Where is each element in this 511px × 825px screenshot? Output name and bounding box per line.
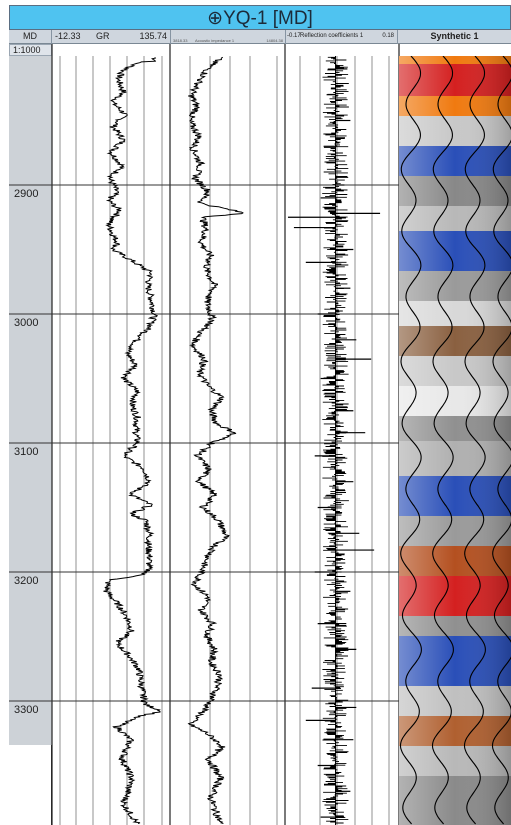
seismic-wiggle-trace [463,56,486,825]
seismic-wiggle-trace [399,56,422,825]
seismic-wiggle-trace [491,56,511,825]
gr-max-label: 135.74 [139,31,167,41]
seismic-wiggles [399,56,511,825]
rc-track-header[interactable]: -0.17 Reflection coefficients 1 0.18 [286,30,398,44]
rc-min-label: -0.17 [287,33,301,39]
well-title: ⊕YQ-1 [MD] [207,8,313,29]
md-header: MD [9,30,52,44]
synthetic-track-header[interactable]: Synthetic 1 [430,31,479,41]
trace-layer [103,56,381,825]
depth-label: 3300 [14,704,39,716]
depth-label: 3100 [14,446,39,458]
md-depth-column [9,56,52,745]
depth-label: 3200 [14,575,39,587]
gr-curve [103,56,161,824]
seismic-wiggle-trace [431,56,454,825]
depth-label: 2900 [14,188,39,200]
rc-name-label: Reflection coefficients 1 [300,33,364,39]
ai-min-label: 3818.33 [173,38,188,43]
seismic-shading [399,56,511,825]
ai-track-header[interactable]: 3818.33 Acoustic impedance 1 14804.38 [171,30,286,44]
seismic-amplitude-bands [399,56,511,825]
acoustic-impedance-curve [187,56,244,824]
md-depth-column-end [9,745,52,825]
synthetic-seismogram [399,56,511,825]
gr-track-header[interactable]: -12.33 GR 135.74 [52,30,171,44]
track-header-row: MD -12.33 GR 135.74 3818.33 Acoustic imp… [9,30,511,44]
scale-box: 1:1000 [9,44,52,56]
title-bar: ⊕YQ-1 [MD] [9,5,511,30]
ai-max-label: 14804.38 [266,38,283,43]
rc-max-label: 0.18 [382,33,394,39]
depth-label: 3000 [14,317,39,329]
gr-min-label: -12.33 [55,31,81,41]
gr-name-label: GR [96,31,110,41]
ai-name-label: Acoustic impedance 1 [195,38,235,43]
